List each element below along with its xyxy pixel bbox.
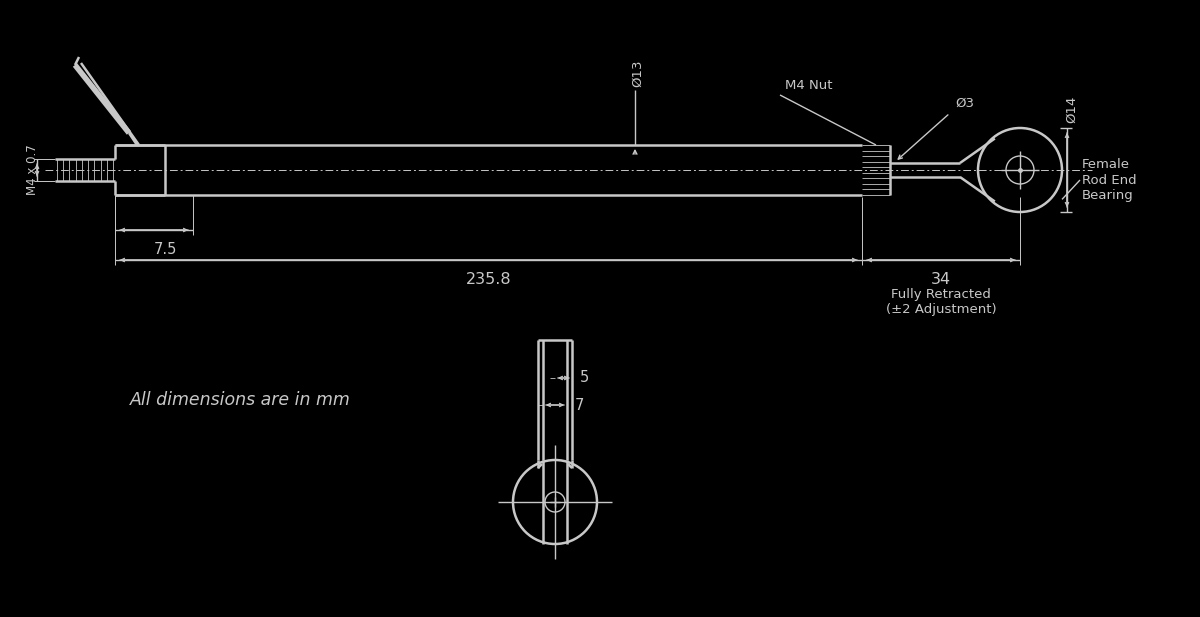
Text: Ø13: Ø13	[631, 59, 644, 87]
Text: All dimensions are in mm: All dimensions are in mm	[130, 391, 350, 409]
Text: Ø14: Ø14	[1066, 96, 1079, 123]
Text: 7.5: 7.5	[154, 242, 178, 257]
Text: Ø3: Ø3	[955, 97, 974, 110]
Text: M4 Nut: M4 Nut	[785, 79, 833, 92]
Text: Fully Retracted
(±2 Adjustment): Fully Retracted (±2 Adjustment)	[886, 288, 996, 316]
Text: 7: 7	[575, 397, 584, 413]
Text: 5: 5	[580, 370, 589, 386]
Text: 34: 34	[931, 272, 952, 287]
Text: M4 x 0.7: M4 x 0.7	[25, 144, 38, 196]
Text: Female
Rod End
Bearing: Female Rod End Bearing	[1082, 159, 1136, 202]
Text: 235.8: 235.8	[466, 272, 511, 287]
